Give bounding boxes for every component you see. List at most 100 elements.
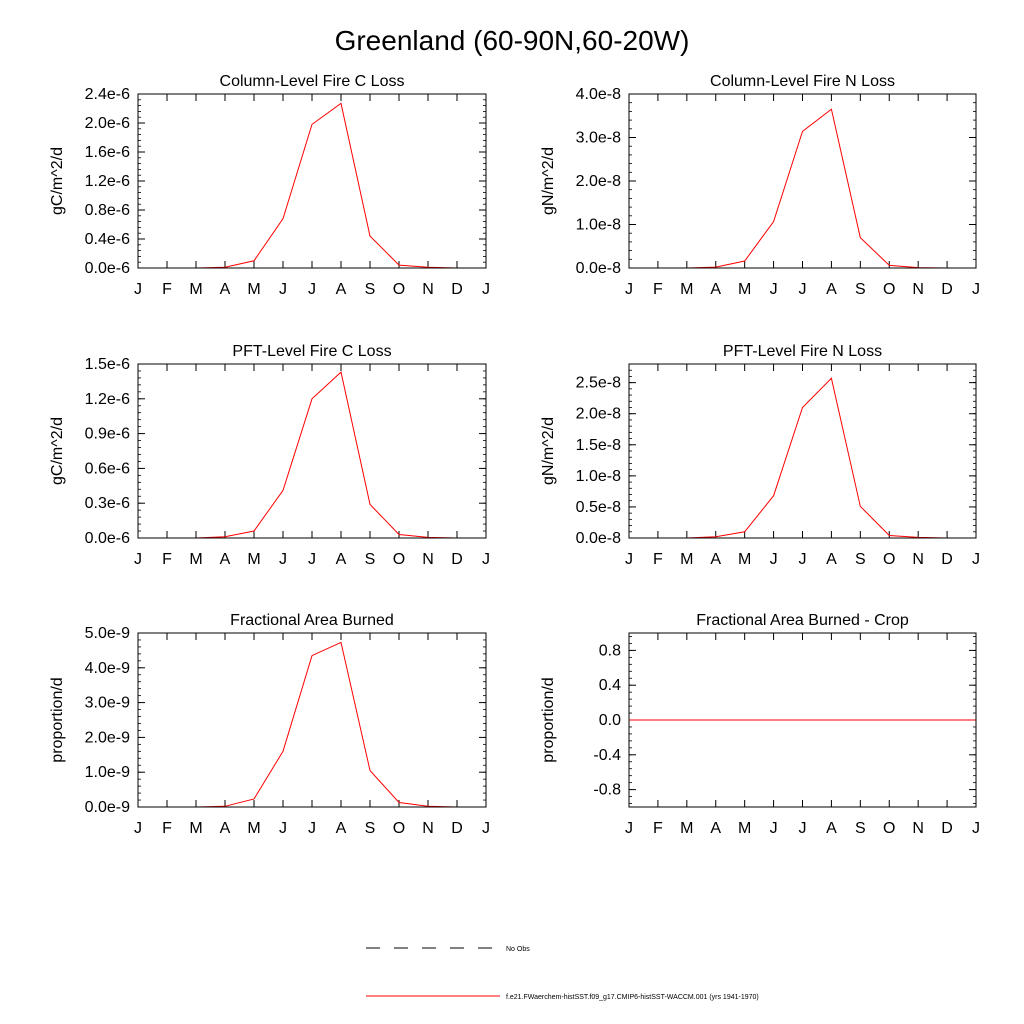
x-tick-label: J — [625, 281, 633, 298]
y-tick-label: 2.0e-6 — [85, 115, 130, 132]
x-tick-label: S — [855, 820, 866, 837]
y-tick-label: 0.0 — [599, 712, 621, 729]
y-tick-label: 0.0e-8 — [576, 260, 621, 277]
plot-frame — [137, 93, 487, 269]
panel-title: PFT-Level Fire C Loss — [232, 343, 391, 360]
y-tick-label: 0.8e-6 — [85, 202, 130, 219]
x-tick-label: J — [770, 281, 778, 298]
x-tick-label: F — [162, 820, 172, 837]
x-tick-label: S — [365, 281, 376, 298]
series-line — [629, 108, 976, 269]
chart-panel: Fractional Area Burned - Crop proportion/… — [540, 612, 980, 837]
y-tick-label: 0.4e-6 — [85, 231, 130, 248]
y-tick-label: 2.4e-6 — [85, 86, 130, 103]
x-tick-label: J — [625, 551, 633, 568]
y-tick-label: 3.0e-9 — [85, 695, 130, 712]
x-tick-label: M — [738, 820, 751, 837]
legend-label-no-obs: No Obs — [506, 946, 530, 953]
x-tick-label: J — [308, 281, 316, 298]
x-tick-label: A — [826, 551, 837, 568]
y-tick-label: 2.0e-9 — [85, 729, 130, 746]
y-tick-label: 1.2e-6 — [85, 391, 130, 408]
y-tick-label: 0.0e-9 — [85, 799, 130, 816]
y-tick-label: 4.0e-9 — [85, 660, 130, 677]
x-tick-label: J — [972, 551, 980, 568]
y-tick-label: 0.0e-6 — [85, 530, 130, 547]
y-tick-label: -0.4 — [593, 747, 621, 764]
y-axis-label: gC/m^2/d — [49, 417, 66, 485]
x-tick-label: J — [279, 820, 287, 837]
y-tick-label: 0.0e-6 — [85, 260, 130, 277]
plot-frame — [628, 363, 977, 539]
legend: No Obs f.e21.FWaerchem-histSST.f09_g17.C… — [366, 946, 759, 1001]
y-tick-label: 1.0e-8 — [576, 217, 621, 234]
x-tick-label: A — [826, 281, 837, 298]
plot-frame — [137, 632, 487, 808]
x-tick-label: A — [336, 820, 347, 837]
x-tick-label: M — [680, 820, 693, 837]
x-tick-label: M — [738, 281, 751, 298]
x-tick-label: S — [365, 551, 376, 568]
y-tick-label: 0.5e-8 — [576, 499, 621, 516]
plot-frame — [137, 363, 487, 539]
y-tick-label: 1.2e-6 — [85, 173, 130, 190]
x-tick-label: J — [134, 281, 142, 298]
y-tick-label: 3.0e-8 — [576, 130, 621, 147]
x-tick-label: J — [482, 281, 490, 298]
x-tick-label: D — [451, 820, 463, 837]
x-tick-label: A — [710, 281, 721, 298]
y-tick-label: 0.9e-6 — [85, 426, 130, 443]
x-tick-label: J — [625, 820, 633, 837]
x-tick-label: A — [336, 281, 347, 298]
x-tick-label: J — [279, 551, 287, 568]
plot-frame — [628, 632, 977, 808]
y-tick-label: 0.6e-6 — [85, 460, 130, 477]
y-tick-label: 0.3e-6 — [85, 495, 130, 512]
x-tick-label: N — [422, 551, 434, 568]
x-tick-label: O — [393, 281, 405, 298]
x-tick-label: S — [365, 820, 376, 837]
x-tick-label: A — [826, 820, 837, 837]
x-tick-label: J — [799, 281, 807, 298]
x-tick-label: N — [912, 281, 924, 298]
x-tick-label: J — [308, 820, 316, 837]
x-tick-label: A — [220, 551, 231, 568]
y-tick-label: 1.5e-8 — [576, 437, 621, 454]
y-tick-label: 2.0e-8 — [576, 173, 621, 190]
x-tick-label: O — [393, 551, 405, 568]
x-tick-label: D — [451, 281, 463, 298]
x-tick-label: D — [941, 551, 953, 568]
y-axis-label: gN/m^2/d — [540, 147, 557, 215]
y-axis-label: proportion/d — [540, 677, 557, 762]
x-tick-label: N — [912, 820, 924, 837]
x-tick-label: A — [710, 551, 721, 568]
x-tick-label: F — [653, 820, 663, 837]
x-tick-label: J — [799, 820, 807, 837]
x-tick-label: J — [770, 820, 778, 837]
x-tick-label: M — [189, 281, 202, 298]
x-tick-label: F — [653, 281, 663, 298]
x-tick-label: M — [189, 820, 202, 837]
x-tick-label: N — [912, 551, 924, 568]
x-tick-label: N — [422, 820, 434, 837]
x-tick-label: F — [162, 281, 172, 298]
x-tick-label: M — [189, 551, 202, 568]
x-tick-label: J — [972, 281, 980, 298]
x-tick-label: M — [247, 820, 260, 837]
legend-label-model: f.e21.FWaerchem-histSST.f09_g17.CMIP6-hi… — [506, 994, 759, 1001]
y-tick-label: 1.6e-6 — [85, 144, 130, 161]
x-tick-label: O — [883, 551, 895, 568]
y-tick-label: -0.8 — [593, 782, 621, 799]
x-tick-label: F — [653, 551, 663, 568]
series-line — [138, 102, 486, 269]
y-tick-label: 4.0e-8 — [576, 86, 621, 103]
x-tick-label: J — [770, 551, 778, 568]
x-tick-label: M — [247, 551, 260, 568]
y-tick-label: 0.8 — [599, 642, 621, 659]
x-tick-label: M — [247, 281, 260, 298]
series-line — [138, 371, 486, 539]
